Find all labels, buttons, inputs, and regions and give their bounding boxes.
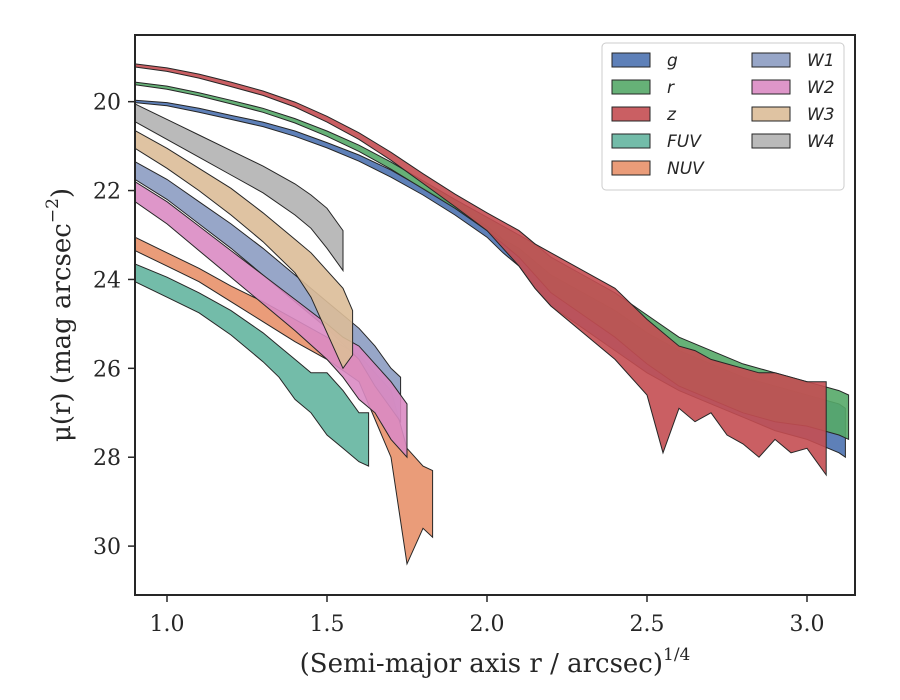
legend-swatch-z — [611, 106, 651, 122]
legend-label-fuv: FUV — [667, 132, 702, 152]
band-w2 — [135, 181, 408, 459]
x-tick-label: 1.5 — [310, 612, 345, 637]
y-axis-label-exponent: −2 — [43, 198, 63, 223]
legend: grz FUV NUV W1 W2 W3 W4 — [601, 42, 845, 191]
legend-label-r: r — [667, 78, 675, 98]
y-axis-label-close: ) — [47, 188, 77, 198]
y-tick-label: 28 — [93, 446, 121, 471]
y-axis-label: μ(r) (mag arcsec−2) — [43, 188, 77, 442]
band-fuv — [135, 263, 370, 467]
legend-swatch-w1 — [751, 52, 791, 68]
y-tick-label: 24 — [93, 268, 121, 293]
x-tick-label: 3.0 — [790, 612, 825, 637]
x-axis-label: (Semi-major axis r / arcsec)1/4 — [300, 645, 691, 679]
y-tick-label: 20 — [93, 91, 121, 116]
legend-label-w2: W2 — [807, 78, 835, 98]
band-z — [135, 63, 827, 477]
legend-swatch-nuv — [611, 160, 651, 176]
legend-label-g: g — [667, 51, 678, 71]
x-tick-label: 2.0 — [470, 612, 505, 637]
x-axis-label-exponent: 1/4 — [663, 645, 690, 665]
legend-label-w1: W1 — [807, 51, 835, 71]
x-axis-label-main: (Semi-major axis r / arcsec) — [300, 649, 663, 679]
y-axis: 20 22 24 26 28 30 — [93, 91, 135, 560]
plot-area — [135, 63, 850, 566]
legend-swatch-fuv — [611, 133, 651, 149]
y-tick-label: 22 — [93, 180, 121, 205]
legend-swatch-w4 — [751, 133, 791, 149]
legend-swatch-w3 — [751, 106, 791, 122]
legend-label-w4: W4 — [807, 132, 835, 152]
legend-label-w3: W3 — [807, 105, 835, 125]
legend-label-nuv: NUV — [667, 159, 705, 179]
legend-label-z: z — [666, 105, 677, 125]
x-tick-label: 2.5 — [630, 612, 665, 637]
axes-frame — [134, 34, 856, 596]
x-axis: 1.0 1.5 2.0 2.5 3.0 — [150, 595, 825, 637]
legend-swatch-w2 — [751, 79, 791, 95]
legend-swatch-r — [611, 79, 651, 95]
y-axis-label-main: μ(r) (mag arcsec — [47, 223, 77, 442]
band-w4 — [135, 103, 344, 273]
legend-swatch-g — [611, 52, 651, 68]
band-w3 — [135, 130, 354, 370]
x-tick-label: 1.0 — [150, 612, 185, 637]
y-tick-label: 26 — [93, 357, 121, 382]
y-tick-label: 30 — [93, 535, 121, 560]
